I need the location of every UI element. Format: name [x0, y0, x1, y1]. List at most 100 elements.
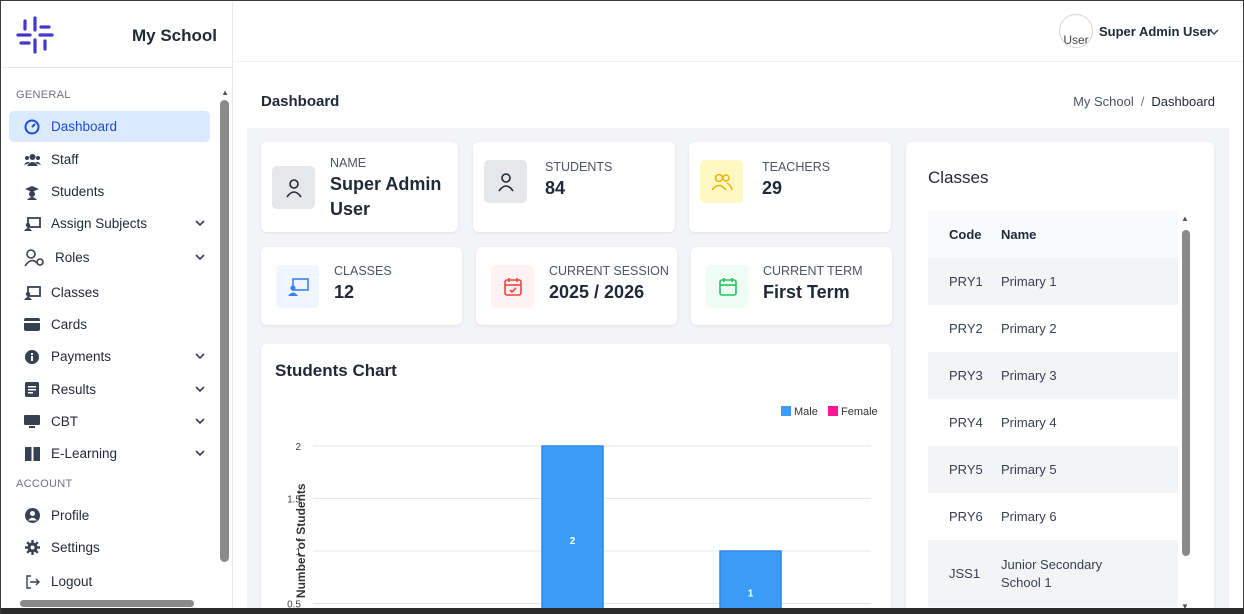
- chalkboard-icon: [276, 265, 319, 308]
- legend-label-female: Female: [841, 406, 878, 418]
- section-general-label: GENERAL: [16, 89, 71, 101]
- scroll-up-arrow[interactable]: ▲: [221, 88, 229, 97]
- stat-value: Super Admin: [330, 174, 442, 194]
- cell-name: Primary 3: [1001, 367, 1057, 383]
- table-row[interactable]: PRY5 Primary 5: [928, 446, 1178, 493]
- stat-value: 2025 / 2026: [549, 282, 645, 302]
- user-icon: [272, 166, 315, 209]
- sidebar-item-roles[interactable]: Roles: [9, 242, 210, 273]
- legend-swatch-female: [828, 406, 838, 416]
- table-row[interactable]: PRY1 Primary 1: [928, 258, 1178, 305]
- cell-code: PRY6: [949, 509, 983, 524]
- sidebar-item-cbt[interactable]: CBT: [9, 406, 210, 437]
- calendar-icon: [706, 265, 749, 308]
- user-gear-icon: [23, 248, 45, 267]
- students-chart: 2 1.5 1 0.5 Number of Students Male Female 2 1: [287, 406, 878, 614]
- chalkboard-icon: [23, 215, 41, 233]
- avatar-alt-text: User: [1063, 33, 1089, 47]
- sidebar-item-cards[interactable]: Cards: [9, 309, 210, 340]
- sidebar-item-e-learning[interactable]: E-Learning: [9, 438, 210, 469]
- sidebar: My School GENERAL Dashboard Staff Studen…: [2, 2, 233, 613]
- sidebar-item-assign-subjects[interactable]: Assign Subjects: [9, 208, 210, 239]
- stat-value: 29: [762, 178, 783, 198]
- main-content: Dashboard My School / Dashboard NAME Super…: [233, 62, 1243, 614]
- cell-name: Primary 6: [1001, 508, 1057, 524]
- sidebar-item-classes[interactable]: Classes: [9, 277, 210, 308]
- classes-table: Code Name PRY1 Primary 1 PRY2 Primary 2 PR…: [928, 211, 1178, 607]
- stat-label: NAME: [330, 156, 367, 170]
- sidebar-item-students[interactable]: Students: [9, 176, 210, 207]
- user-menu-name[interactable]: Super Admin User: [1099, 24, 1212, 39]
- gear-icon: [23, 539, 41, 557]
- chalkboard-icon: [23, 284, 41, 302]
- logout-icon: [23, 573, 41, 591]
- classes-title: Classes: [928, 168, 989, 187]
- stat-label: TEACHERS: [762, 160, 831, 174]
- sidebar-item-results[interactable]: Results: [9, 374, 210, 405]
- table-row[interactable]: JSS1 Junior Secondary School 1: [928, 540, 1178, 607]
- sidebar-horizontal-scrollbar[interactable]: [20, 600, 194, 607]
- sidebar-item-label: Payments: [51, 349, 112, 364]
- user-icon: [484, 160, 527, 203]
- page-title: Dashboard: [261, 93, 340, 110]
- table-row[interactable]: PRY3 Primary 3: [928, 352, 1178, 399]
- cell-name: Primary 5: [1001, 461, 1057, 477]
- sidebar-item-payments[interactable]: Payments: [9, 341, 210, 372]
- section-account-label: ACCOUNT: [16, 478, 73, 490]
- breadcrumb-current: Dashboard: [1151, 94, 1215, 109]
- breadcrumb: My School / Dashboard: [1073, 94, 1215, 109]
- stat-card-teachers: TEACHERS 29: [689, 142, 891, 232]
- stat-value: 84: [545, 178, 566, 198]
- sidebar-item-label: Students: [51, 184, 105, 199]
- table-scrollbar[interactable]: [1182, 230, 1190, 556]
- sidebar-item-profile[interactable]: Profile: [9, 500, 210, 531]
- stat-card-classes: CLASSES 12: [261, 247, 462, 325]
- table-row[interactable]: PRY2 Primary 2: [928, 305, 1178, 352]
- sidebar-item-staff[interactable]: Staff: [9, 144, 210, 175]
- stat-value: 12: [334, 282, 355, 302]
- sidebar-item-label: CBT: [51, 414, 78, 429]
- calendar-check-icon: [491, 265, 534, 308]
- chart-title: Students Chart: [275, 361, 397, 380]
- y-tick-label: 1: [295, 547, 301, 558]
- cell-name: Primary 2: [1001, 320, 1057, 336]
- logo-icon[interactable]: [15, 15, 55, 55]
- sidebar-item-settings[interactable]: Settings: [9, 532, 210, 563]
- sidebar-item-logout[interactable]: Logout: [9, 566, 210, 597]
- stat-label: CURRENT TERM: [763, 264, 863, 278]
- sidebar-item-label: Logout: [51, 574, 93, 589]
- breadcrumb-link[interactable]: My School: [1073, 94, 1134, 109]
- book-icon: [23, 445, 41, 463]
- chevron-down-icon: [195, 418, 205, 425]
- sidebar-scrollbar[interactable]: [220, 100, 229, 562]
- cell-code: PRY2: [949, 321, 983, 336]
- stat-card-name: NAME Super Admin User: [261, 142, 458, 232]
- legend-swatch-male: [781, 406, 791, 416]
- chevron-down-icon[interactable]: [1209, 27, 1219, 37]
- table-row[interactable]: PRY4 Primary 4: [928, 399, 1178, 446]
- bar-male: [719, 550, 782, 614]
- table-scroll-down-arrow[interactable]: ▼: [1181, 602, 1189, 611]
- stat-card-students: STUDENTS 84: [473, 142, 675, 232]
- y-axis-label: Number of Students: [294, 483, 308, 598]
- sidebar-item-label: Cards: [51, 317, 88, 332]
- stat-card-current-term: CURRENT TERM First Term: [691, 247, 892, 325]
- table-scroll-up-arrow[interactable]: ▲: [1181, 214, 1189, 223]
- sidebar-item-dashboard[interactable]: Dashboard: [9, 111, 210, 142]
- y-tick-label: 2: [295, 442, 301, 453]
- chevron-down-icon: [195, 353, 205, 360]
- info-icon: [23, 348, 41, 366]
- sidebar-item-label: E-Learning: [51, 446, 118, 461]
- stat-value-line2: User: [330, 199, 371, 219]
- column-header-code[interactable]: Code: [949, 227, 982, 242]
- cell-code: PRY3: [949, 368, 983, 383]
- sidebar-item-label: Staff: [51, 152, 79, 167]
- table-row[interactable]: PRY6 Primary 6: [928, 493, 1178, 540]
- column-header-name[interactable]: Name: [1001, 226, 1037, 242]
- breadcrumb-separator: /: [1140, 94, 1145, 109]
- avatar[interactable]: User: [1059, 14, 1093, 48]
- students-chart-card: Students Chart 2 1.5 1 0.5 Number of Student…: [261, 344, 891, 614]
- stat-label: STUDENTS: [545, 160, 613, 174]
- classes-card: Classes Code Name PRY1 Primary 1 PRY2 Prim…: [906, 142, 1214, 614]
- cell-code: PRY1: [949, 274, 983, 289]
